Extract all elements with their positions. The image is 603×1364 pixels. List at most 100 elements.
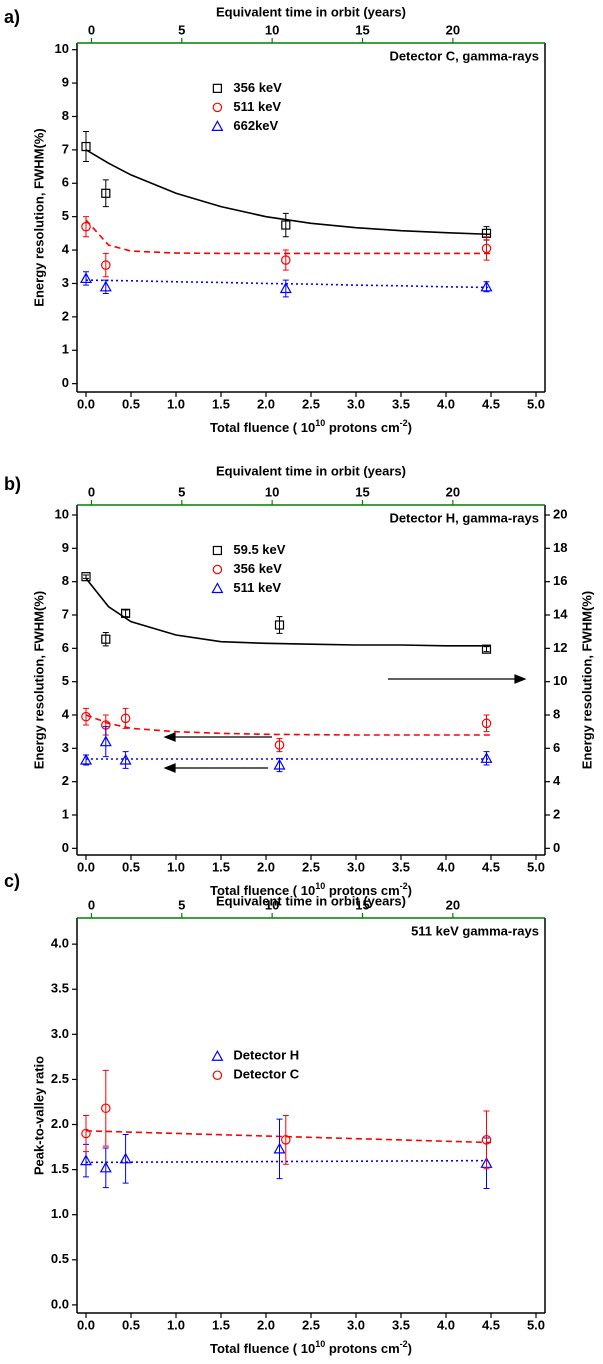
fit-curve [85,1159,492,1164]
x-tick-label: 4.5 [482,859,500,874]
y-tick-label: 3.5 [51,981,69,996]
arrow-head [163,732,176,742]
y-tick-label: 6 [62,175,69,190]
marker [273,1142,286,1154]
y2-tick-label: 14 [553,606,568,621]
x2-axis-title: Equivalent time in orbit (years) [216,463,406,478]
x-tick-label: 4.5 [482,396,500,411]
error-bar [282,212,289,238]
panel-label: b) [4,474,21,494]
y-tick-label: 9 [62,75,69,90]
marker [99,280,112,292]
marker [119,753,132,765]
x-tick-label: 0.5 [122,396,140,411]
x2-tick-label: 15 [355,897,369,912]
error-bar [83,1115,89,1153]
arrow-head [514,674,527,684]
x-tick-label: 5.0 [527,859,545,874]
legend-label: 356 keV [233,561,282,576]
y-tick-label: 4.0 [51,936,69,951]
marker [81,572,91,582]
marker [81,221,91,232]
y-tick-label: 2 [62,308,69,323]
marker [280,255,291,265]
marker [79,753,93,765]
x2-axis-title: Equivalent time in orbit (years) [216,893,406,908]
legend-marker [212,1070,223,1081]
y-tick-label: 10 [55,506,69,521]
y-tick-label: 8 [62,573,69,588]
x-tick-label: 3.5 [392,1317,410,1332]
y-tick-label: 6 [62,640,69,655]
y-tick-label: 2 [62,773,69,788]
legend-marker [212,83,222,93]
y-tick-label: 2.0 [51,1116,69,1131]
marker [281,220,291,230]
x-tick-label: 1.0 [167,859,185,874]
y2-axis-title: Energy resolution, FWHM(%) [579,591,594,769]
fit-curve [85,714,491,736]
error-bar [282,249,289,271]
error-bar [102,632,109,647]
x-tick-label: 3.0 [347,859,365,874]
y-tick-label: 0 [62,375,69,390]
marker [481,243,492,254]
x2-tick-label: 20 [446,22,460,37]
legend-label: 511 keV [233,99,281,114]
marker [81,141,91,152]
x-axis-title-part: Total fluence ( 10 [210,883,315,898]
fit-curve [85,279,492,289]
x-axis-title-part: -2 [400,881,408,891]
error-bar [102,1069,109,1147]
legend-marker [212,102,223,113]
arrows [163,674,527,773]
x-tick-label: 0.5 [122,1317,140,1332]
y-tick-label: 9 [62,540,69,555]
x2-tick-label: 15 [355,484,369,499]
marker [101,188,111,198]
x-axis-title-part: 10 [315,881,325,891]
x2-tick-label: 10 [265,22,279,37]
y-tick-label: 10 [55,41,69,56]
error-bar [83,707,89,726]
x-axis-title: Total fluence ( 1010 protons cm-2) [210,881,412,898]
x-tick-label: 2.5 [302,1317,320,1332]
x2-tick-label: 20 [446,897,460,912]
x-tick-label: 3.0 [347,396,365,411]
y-tick-label: 5 [62,673,69,688]
y-tick-label: 0.5 [51,1251,69,1266]
y-tick-label: 5 [62,208,69,223]
y2-tick-label: 2 [553,806,560,821]
y2-tick-label: 10 [553,673,567,688]
annotation: 511 keV gamma-rays [411,923,539,938]
marker [101,634,111,644]
x2-tick-label: 10 [265,484,279,499]
legend-marker [211,120,224,131]
fit-curve [85,219,491,255]
marker [81,711,91,722]
x2-tick-label: 20 [446,484,460,499]
x-axis-title-part: ) [408,883,412,898]
y2-tick-label: 8 [553,706,560,721]
error-bar [122,609,129,618]
marker [101,260,111,270]
panel-label: a) [4,7,20,27]
x-tick-label: 3.0 [347,1317,365,1332]
marker [480,280,493,292]
x2-tick-label: 0 [88,897,95,912]
legend-label: 511 keV [233,580,281,595]
y-axis-title: Energy resolution, FWHM(%) [31,128,46,306]
error-bar [83,574,89,579]
y-tick-label: 8 [62,108,69,123]
marker [274,620,285,630]
x-axis-title: Total fluence ( 1010 protons cm-2) [210,1339,412,1356]
marker [81,1128,91,1139]
y-tick-label: 1.0 [51,1206,69,1221]
y-tick-label: 2.5 [51,1071,69,1086]
x-tick-label: 4.0 [437,396,455,411]
x-tick-label: 1.5 [212,396,230,411]
x-axis-title: Total fluence ( 1010 protons cm-2) [210,418,412,435]
marker [79,1154,93,1166]
x-axis-title-part: Total fluence ( 10 [210,420,315,435]
y2-tick-label: 16 [553,573,567,588]
